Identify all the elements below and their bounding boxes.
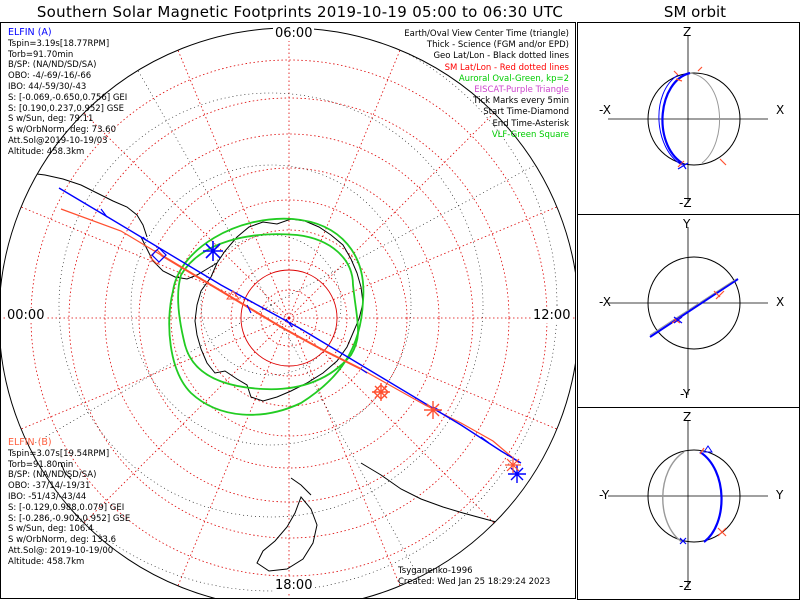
- legend-item: SM Lat/Lon - Red dotted lines: [444, 62, 569, 73]
- elfin-a-line: S w/OrbNorm, deg: 73.60: [8, 125, 117, 136]
- orbit-xz-left-label: -X: [599, 103, 611, 117]
- orbit-yz-right-label: Y: [776, 488, 784, 502]
- orbit-xy-bottom-label: -Y: [680, 387, 691, 401]
- orbit-yz-canvas: [608, 420, 768, 588]
- elfin-b-line: S: [-0.286,-0.902,0.952] GSE: [8, 513, 131, 524]
- credits: Tsyganenko-1996 Created: Wed Jan 25 18:2…: [398, 566, 550, 588]
- clock-label-left: 00:00: [5, 308, 47, 323]
- elfin-b-line: OBO: -37/14/-19/31: [8, 481, 91, 492]
- elfin-a-line: Tspin=3.19s[18.77RPM]: [8, 38, 110, 49]
- elfin-b-header: ELFIN (B): [8, 437, 52, 448]
- elfin-a-ticks: [100, 208, 490, 444]
- elfin-a-line: Att.Sol@2019-10-19/03: [8, 135, 108, 146]
- elfin-b-line: S: [-0.129,0.988,0.079] GEI: [8, 502, 125, 513]
- elfin-b-line: B/SP: (NA/ND/SD/SA): [8, 470, 97, 481]
- legend-item: Geo Lat/Lon - Black dotted lines: [433, 51, 569, 62]
- elfin-b-line: Torb=91.80min: [8, 459, 74, 470]
- legend-item: EISCAT-Purple Triangle: [474, 84, 569, 95]
- start-diamond-a: [151, 247, 167, 263]
- auroral-oval: [168, 217, 365, 416]
- elfin-a-line: S: [-0.069,-0.650,0.756] GEI: [8, 92, 128, 103]
- elfin-b-info: ELFIN (B) Tspin=3.07s[19.54RPM] Torb=91.…: [8, 437, 131, 568]
- model-credit: Tsyganenko-1996: [398, 566, 473, 576]
- orbit-title: SM orbit: [663, 3, 727, 21]
- orbit-xz-top-label: Z: [683, 25, 692, 39]
- orbit-xy-left-label: -X: [599, 295, 611, 309]
- orbit-xz-bottom-label: -Z: [679, 196, 692, 210]
- elfin-a-line: OBO: -4/-69/-16/-66: [8, 71, 92, 82]
- mid-markers: [246, 304, 368, 374]
- legend-item: Tick Marks every 5min: [473, 96, 569, 107]
- orbit-xy-right-label: X: [776, 295, 785, 309]
- orbit-yz-top-label: Z: [683, 410, 692, 424]
- orbit-xy-canvas: [608, 227, 768, 395]
- elfin-a-line: B/SP: (NA/ND/SD/SA): [8, 60, 97, 71]
- center-time-marker-b: [372, 383, 442, 419]
- legend-item: Thick - Science (FGM and/or EPD): [426, 40, 569, 51]
- orbit-panel-yz: Z -Z -Y Y: [577, 407, 800, 600]
- legend-item: End Time-Asterisk: [492, 118, 569, 129]
- clock-label-bottom: 18:00: [273, 578, 315, 593]
- elfin-b-line: S w/OrbNorm, deg: 133.6: [8, 535, 117, 546]
- geo-longitude-grid: [1, 28, 575, 598]
- main-title: Southern Solar Magnetic Footprints 2019-…: [36, 3, 564, 21]
- footprint-map: 06:00 00:00 12:00 18:00 ELFIN (A) Tspin=…: [0, 22, 576, 599]
- elfin-b-line: IBO: -51/43/-43/44: [8, 491, 87, 502]
- elfin-b-line: Altitude: 458.7km: [8, 556, 85, 567]
- elfin-a-header: ELFIN (A): [8, 27, 52, 38]
- elfin-a-track: [58, 187, 522, 464]
- elfin-b-line: S w/Sun, deg: 106.4: [8, 524, 94, 535]
- sm-center-circle: [240, 269, 338, 367]
- center-time-marker-a: [203, 241, 223, 261]
- elfin-b-line: Tspin=3.07s[19.54RPM]: [8, 448, 110, 459]
- orbit-xz-canvas: [608, 35, 768, 203]
- orbit-xz-right-label: X: [776, 103, 785, 117]
- orbit-panel-xy: Y -Y -X X: [577, 214, 800, 408]
- elfin-a-line: IBO: 44/-59/30/-43: [8, 81, 87, 92]
- elfin-a-line: S w/Sun, deg: 79.11: [8, 114, 94, 125]
- elfin-a-line: Altitude: 458.3km: [8, 146, 85, 157]
- orbit-yz-bottom-label: -Z: [679, 579, 692, 593]
- footprint-map-canvas: [1, 27, 575, 598]
- legend-item: VLF-Green Square: [491, 129, 569, 140]
- clock-label-top: 06:00: [273, 26, 315, 41]
- triangle-marker: [226, 290, 240, 300]
- end-asterisk-a: [508, 465, 526, 483]
- legend-item: Start Time-Diamond: [483, 107, 569, 118]
- elfin-a-line: Torb=91.70min: [8, 49, 74, 60]
- geo-latitude-grid: [1, 28, 558, 592]
- orbit-xy-top-label: Y: [683, 217, 691, 231]
- elfin-b-line: Att.Sol@: 2019-10-19/00: [8, 545, 114, 556]
- legend-item: Earth/Oval View Center Time (triangle): [404, 29, 569, 39]
- elfin-b-track: [60, 208, 520, 464]
- end-asterisk-b: [505, 457, 521, 473]
- elfin-a-line: S: [0.190,0.237,0.952] GSE: [8, 103, 125, 114]
- sm-longitude-grid: [1, 28, 575, 598]
- elfin-a-info: ELFIN (A) Tspin=3.19s[18.77RPM] Torb=91.…: [8, 27, 128, 158]
- clock-label-right: 12:00: [531, 308, 573, 323]
- legend: Earth/Oval View Center Time (triangle) T…: [404, 29, 569, 141]
- orbit-yz-left-label: -Y: [599, 488, 610, 502]
- orbit-panel-xz: Z -Z -X X: [577, 22, 800, 215]
- created-timestamp: Created: Wed Jan 25 18:29:24 2023: [398, 577, 551, 587]
- legend-item: Auroral Oval-Green, kp=2: [458, 73, 569, 84]
